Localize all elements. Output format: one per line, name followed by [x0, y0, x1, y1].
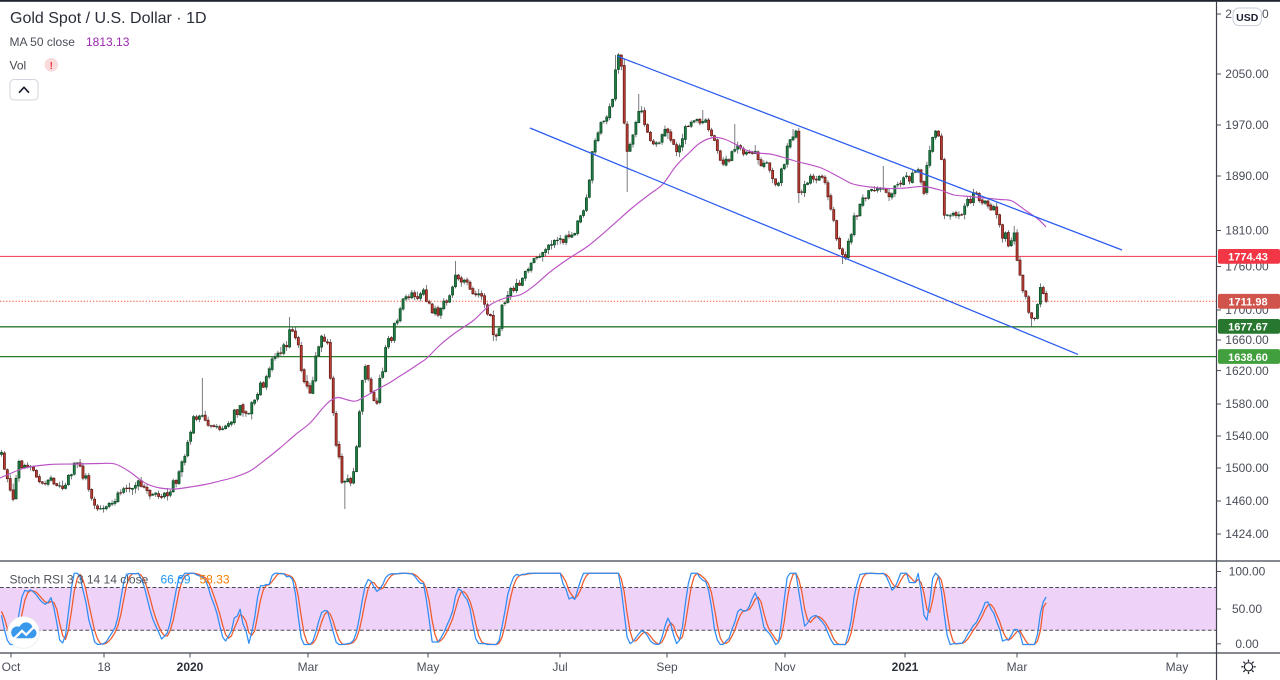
svg-text:18: 18	[97, 660, 111, 674]
svg-text:1500.00: 1500.00	[1225, 461, 1269, 475]
svg-text:1424.00: 1424.00	[1225, 527, 1269, 541]
svg-text:May: May	[417, 660, 440, 674]
svg-text:Oct: Oct	[2, 660, 21, 674]
svg-text:USD: USD	[1236, 12, 1259, 24]
svg-text:1813.13: 1813.13	[86, 35, 130, 49]
svg-text:66.69: 66.69	[161, 572, 191, 586]
svg-text:Jul: Jul	[552, 660, 567, 674]
svg-text:Vol: Vol	[10, 59, 27, 73]
svg-text:Mar: Mar	[298, 660, 319, 674]
svg-text:2050.00: 2050.00	[1225, 67, 1269, 81]
svg-text:2021: 2021	[892, 660, 919, 674]
svg-text:!: !	[50, 61, 53, 72]
svg-text:1620.00: 1620.00	[1225, 364, 1269, 378]
svg-text:0.00: 0.00	[1235, 637, 1259, 651]
svg-text:1677.67: 1677.67	[1228, 322, 1268, 334]
svg-text:Gold Spot / U.S. Dollar · 1D: Gold Spot / U.S. Dollar · 1D	[10, 10, 207, 27]
svg-text:1970.00: 1970.00	[1225, 118, 1269, 132]
svg-text:50.00: 50.00	[1232, 602, 1262, 616]
svg-text:1810.00: 1810.00	[1225, 224, 1269, 238]
svg-text:1711.98: 1711.98	[1228, 297, 1267, 309]
svg-text:1638.60: 1638.60	[1228, 352, 1268, 364]
svg-text:Stoch RSI 3 3 14 14 close: Stoch RSI 3 3 14 14 close	[10, 572, 149, 586]
svg-text:1660.00: 1660.00	[1225, 333, 1269, 347]
svg-text:Sep: Sep	[656, 660, 678, 674]
svg-text:Nov: Nov	[774, 660, 795, 674]
svg-text:1890.00: 1890.00	[1225, 169, 1269, 183]
svg-text:1540.00: 1540.00	[1225, 429, 1269, 443]
svg-text:2020: 2020	[177, 660, 204, 674]
svg-text:58.33: 58.33	[200, 572, 230, 586]
svg-text:1774.43: 1774.43	[1228, 252, 1268, 264]
svg-text:Mar: Mar	[1007, 660, 1028, 674]
svg-text:MA 50 close: MA 50 close	[10, 35, 76, 49]
svg-text:1580.00: 1580.00	[1225, 397, 1269, 411]
svg-text:May: May	[1166, 660, 1189, 674]
svg-text:100.00: 100.00	[1229, 565, 1266, 579]
svg-text:1460.00: 1460.00	[1225, 494, 1269, 508]
